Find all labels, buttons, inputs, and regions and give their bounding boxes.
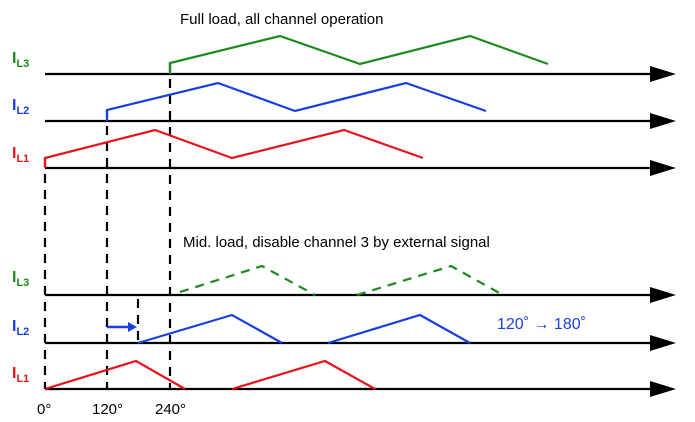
tick-120deg: 120° — [92, 401, 123, 418]
mid-load-title: Mid. load, disable channel 3 by external… — [183, 234, 490, 251]
label-bottom-il2-main: I — [12, 318, 16, 335]
label-top-il1-sub: L1 — [16, 153, 29, 165]
wave-bottom-l2-a — [137, 313, 283, 345]
wave-bottom-l2-b — [327, 313, 471, 345]
wave-top-l3 — [168, 34, 549, 74]
label-bottom-il1-sub: L1 — [16, 373, 29, 385]
label-top-il3: IL3 — [12, 50, 29, 70]
bottom-axes — [45, 287, 676, 397]
label-top-il2-main: I — [12, 97, 16, 114]
wave-bottom-l3-disabled-2 — [356, 264, 504, 297]
label-bottom-il1-main: I — [12, 365, 16, 382]
wave-top-l1 — [43, 128, 424, 168]
wave-bottom-l3-disabled — [179, 264, 316, 296]
axis-bottom-l2-arrowhead — [650, 335, 676, 351]
wave-bottom-l1-a — [44, 359, 186, 391]
axis-bottom-l1-arrowhead — [650, 381, 676, 397]
label-top-il1: IL1 — [12, 145, 29, 165]
full-load-title: Full load, all channel operation — [180, 11, 383, 28]
axis-top-l2-arrowhead — [650, 113, 676, 129]
label-top-il3-sub: L3 — [16, 58, 29, 70]
axis-bottom-l3-arrowhead — [650, 287, 676, 303]
label-bottom-il1: IL1 — [12, 365, 29, 385]
tick-240deg: 240° — [155, 401, 186, 418]
label-top-il3-main: I — [12, 50, 16, 67]
axis-top-l1-arrowhead — [650, 160, 676, 176]
label-bottom-il3: IL3 — [12, 269, 29, 289]
top-axes — [45, 66, 676, 176]
phase-markers — [43, 63, 172, 389]
label-bottom-il2: IL2 — [12, 318, 29, 338]
label-bottom-il3-main: I — [12, 269, 16, 286]
label-bottom-il2-sub: L2 — [16, 326, 29, 338]
label-top-il2-sub: L2 — [16, 105, 29, 117]
label-top-il2: IL2 — [12, 97, 29, 117]
phase-shift-arrow — [107, 322, 137, 332]
wave-top-l2 — [105, 81, 487, 121]
axis-top-l3-arrowhead — [650, 66, 676, 82]
wave-bottom-l1-b — [231, 359, 376, 391]
label-bottom-il3-sub: L3 — [16, 277, 29, 289]
phase-change-note: 120˚ → 180˚ — [497, 316, 586, 333]
tick-0deg: 0° — [37, 401, 51, 418]
label-top-il1-main: I — [12, 145, 16, 162]
